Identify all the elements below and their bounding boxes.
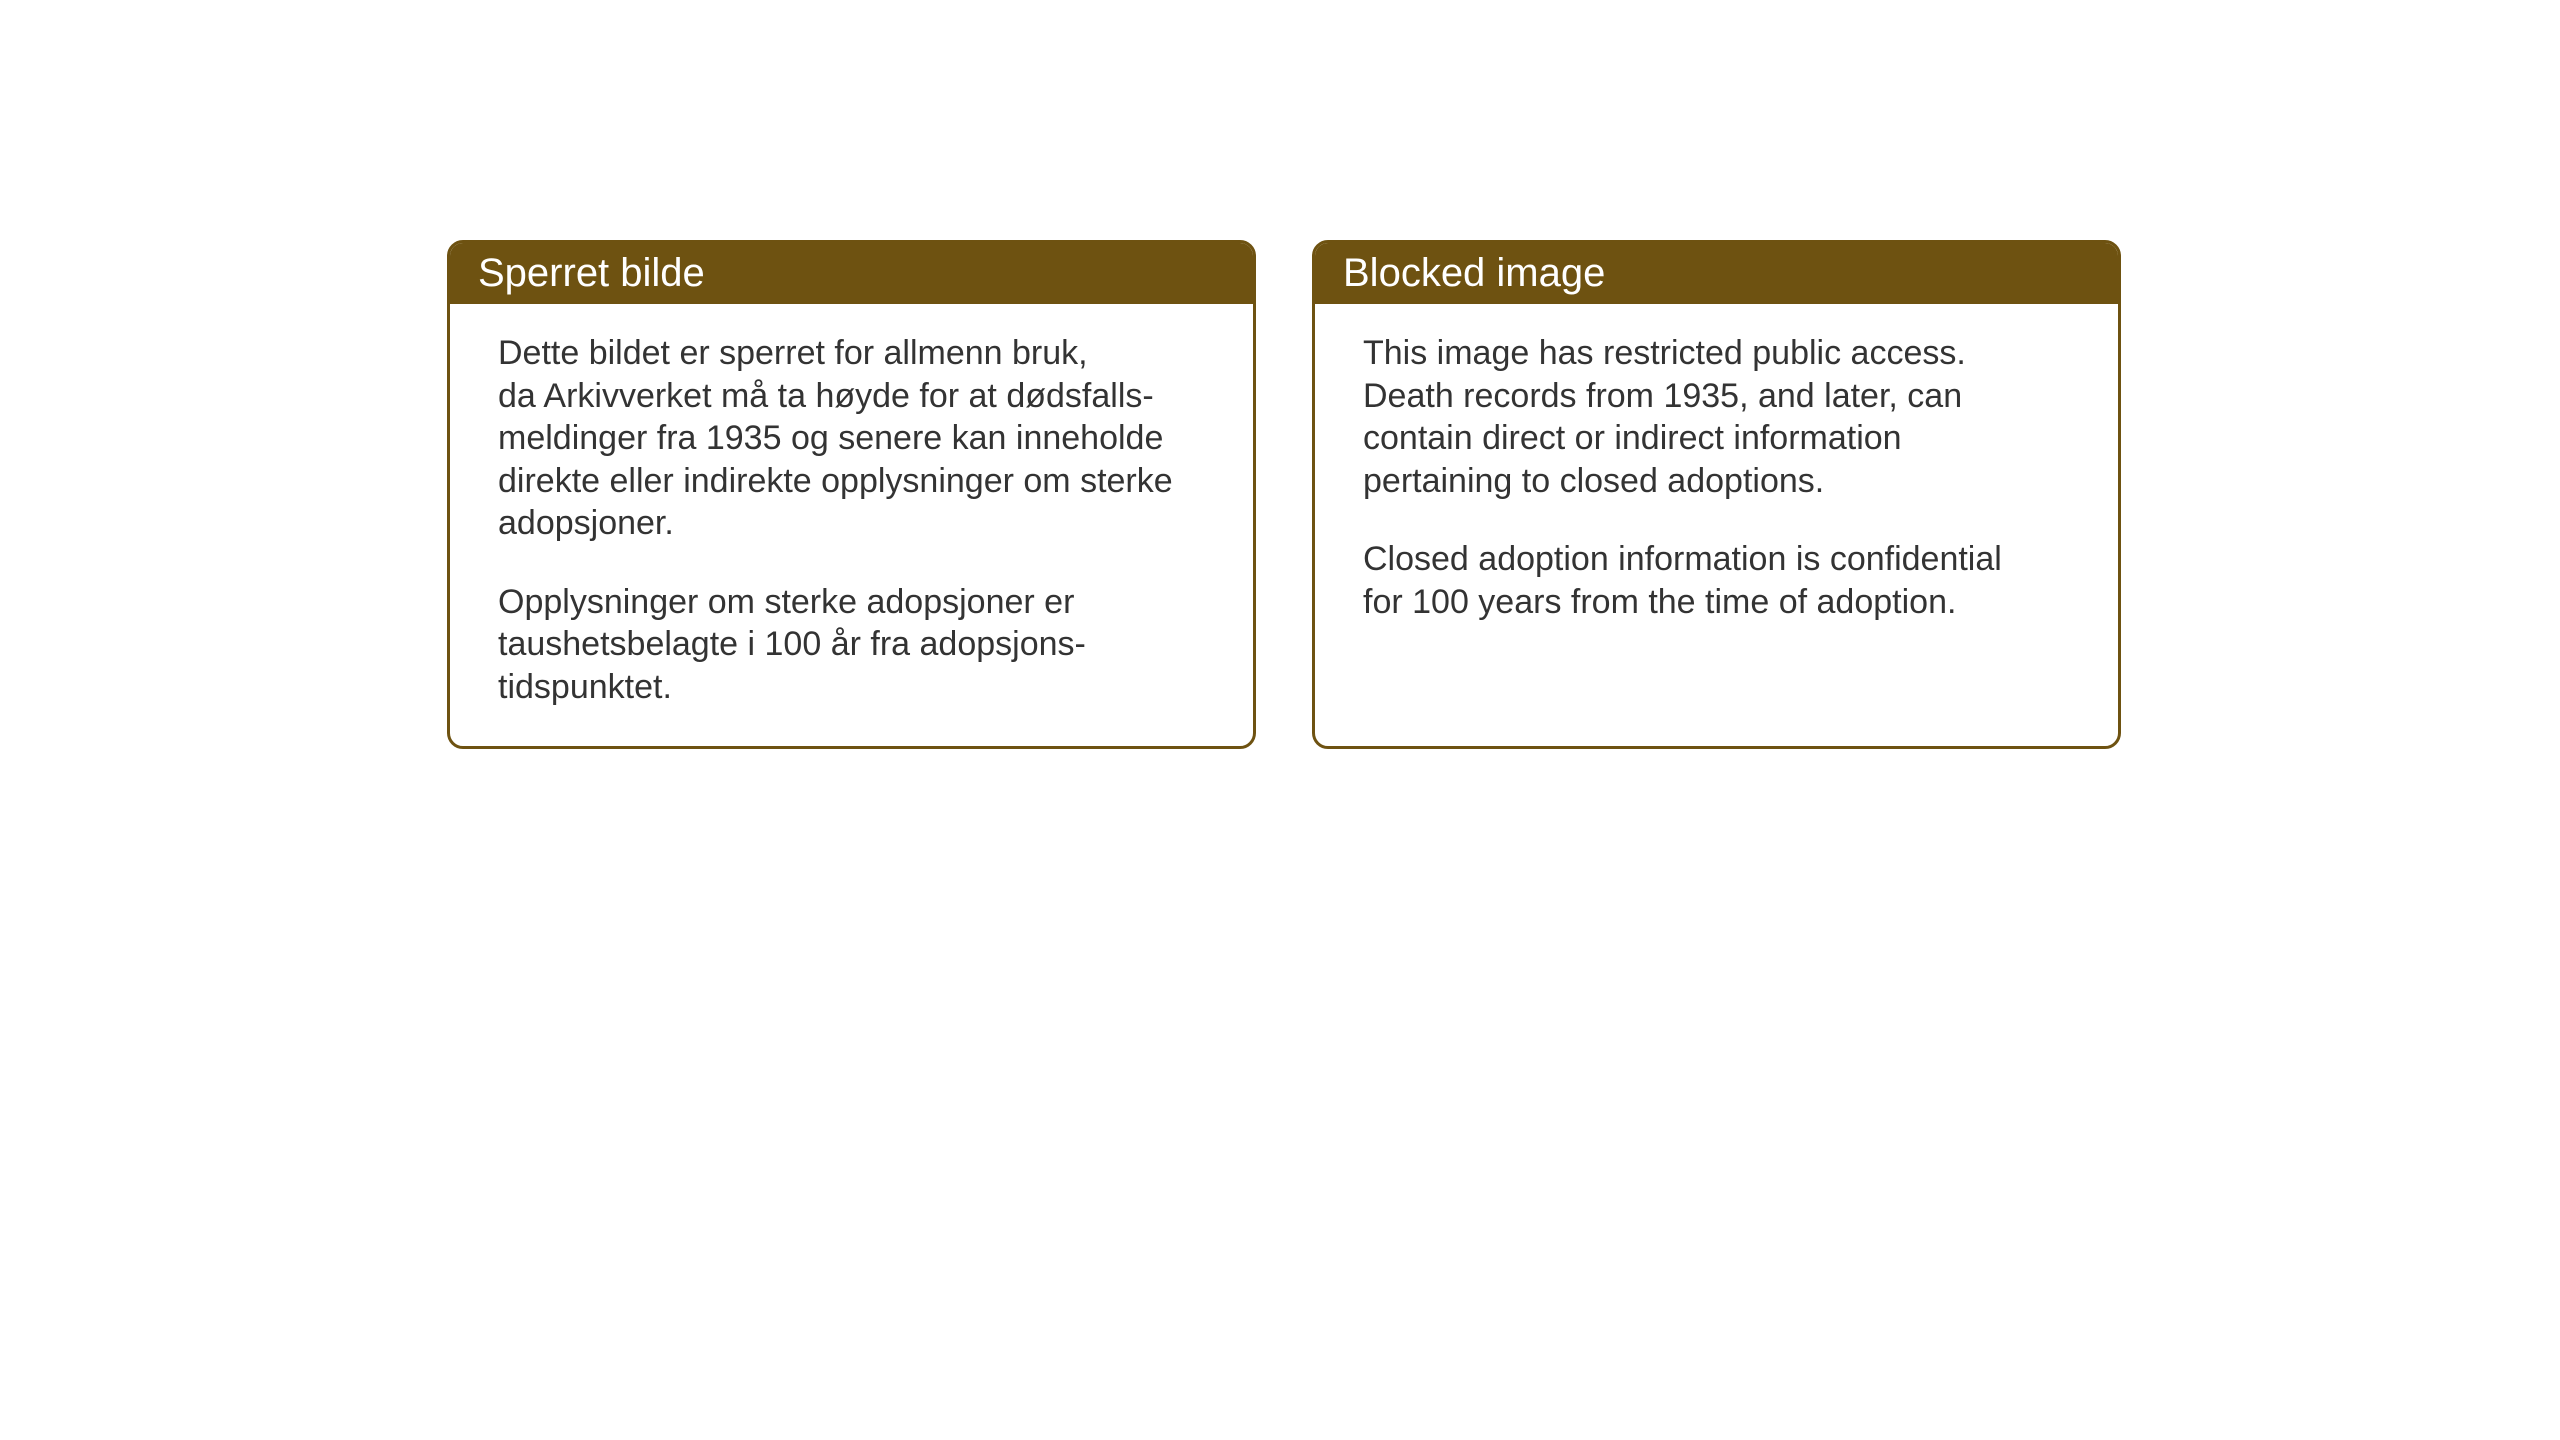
notice-line: meldinger fra 1935 og senere kan innehol…	[498, 417, 1205, 460]
notice-line: This image has restricted public access.	[1363, 332, 2070, 375]
notice-header: Sperret bilde	[450, 243, 1253, 304]
notice-paragraph: Dette bildet er sperret for allmenn bruk…	[498, 332, 1205, 545]
notice-line: contain direct or indirect information	[1363, 417, 2070, 460]
notice-line: pertaining to closed adoptions.	[1363, 460, 2070, 503]
notice-line: Opplysninger om sterke adopsjoner er	[498, 581, 1205, 624]
notice-paragraph: This image has restricted public access.…	[1363, 332, 2070, 502]
notice-line: Closed adoption information is confident…	[1363, 538, 2070, 581]
notice-line: Death records from 1935, and later, can	[1363, 375, 2070, 418]
notice-title: Blocked image	[1343, 251, 1605, 295]
notice-box-norwegian: Sperret bilde Dette bildet er sperret fo…	[447, 240, 1256, 749]
notice-paragraph: Opplysninger om sterke adopsjoner er tau…	[498, 581, 1205, 709]
notice-line: taushetsbelagte i 100 år fra adopsjons-	[498, 623, 1205, 666]
notice-title: Sperret bilde	[478, 251, 705, 295]
notice-line: for 100 years from the time of adoption.	[1363, 581, 2070, 624]
notice-body: This image has restricted public access.…	[1315, 304, 2118, 661]
notice-line: adopsjoner.	[498, 502, 1205, 545]
notice-line: tidspunktet.	[498, 666, 1205, 709]
notice-body: Dette bildet er sperret for allmenn bruk…	[450, 304, 1253, 746]
notice-box-english: Blocked image This image has restricted …	[1312, 240, 2121, 749]
notice-line: direkte eller indirekte opplysninger om …	[498, 460, 1205, 503]
notice-line: Dette bildet er sperret for allmenn bruk…	[498, 332, 1205, 375]
notice-paragraph: Closed adoption information is confident…	[1363, 538, 2070, 623]
notice-header: Blocked image	[1315, 243, 2118, 304]
notice-container: Sperret bilde Dette bildet er sperret fo…	[447, 240, 2121, 749]
notice-line: da Arkivverket må ta høyde for at dødsfa…	[498, 375, 1205, 418]
